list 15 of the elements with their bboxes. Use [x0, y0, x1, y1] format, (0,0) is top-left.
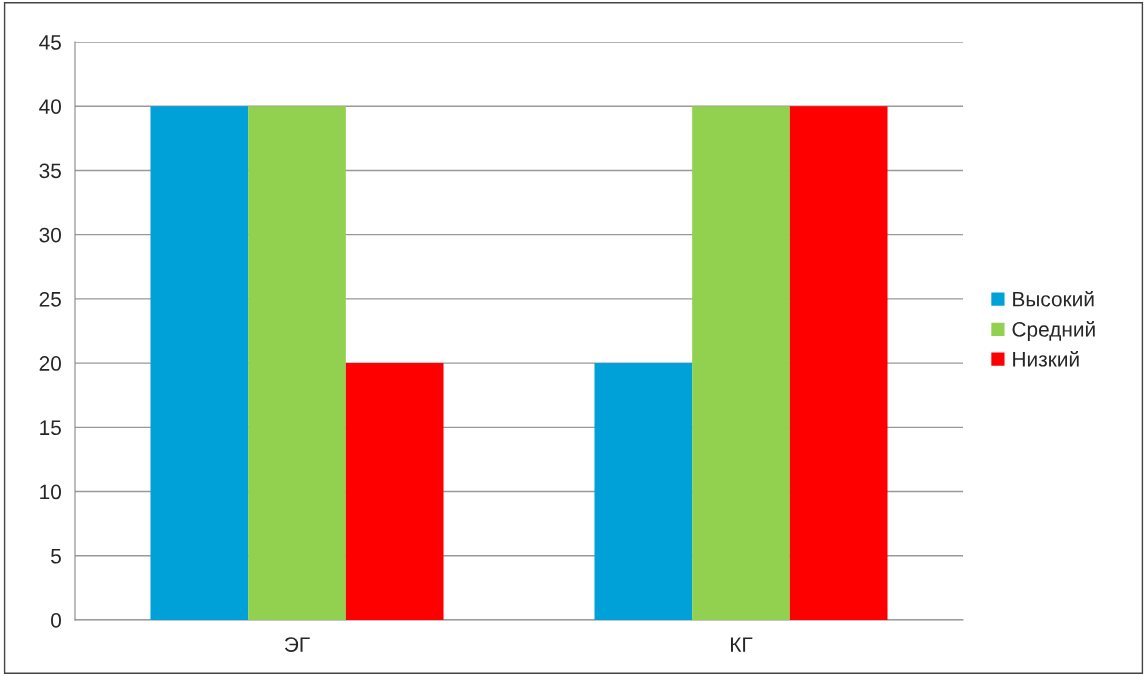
- y-tick-label: 15: [40, 420, 61, 436]
- y-tick-label: 20: [39, 356, 61, 371]
- y-tick-label: 45: [39, 35, 61, 50]
- y-tick-label: 10: [40, 484, 61, 500]
- y-tick-label: 30: [39, 227, 61, 243]
- y-tick-label: 25: [39, 291, 61, 307]
- x-tick-label: КГ: [731, 637, 753, 652]
- y-tick-label: 0: [51, 613, 61, 628]
- x-tick-label: ЭГ: [284, 637, 310, 652]
- y-tick-label: 5: [51, 548, 61, 564]
- y-tick-label: 35: [39, 163, 61, 179]
- legend-label: Низкий: [1013, 350, 1079, 367]
- legend-label: Высокий: [1013, 290, 1094, 307]
- legend-label: Средний: [1012, 321, 1095, 341]
- y-tick-label: 40: [39, 99, 61, 114]
